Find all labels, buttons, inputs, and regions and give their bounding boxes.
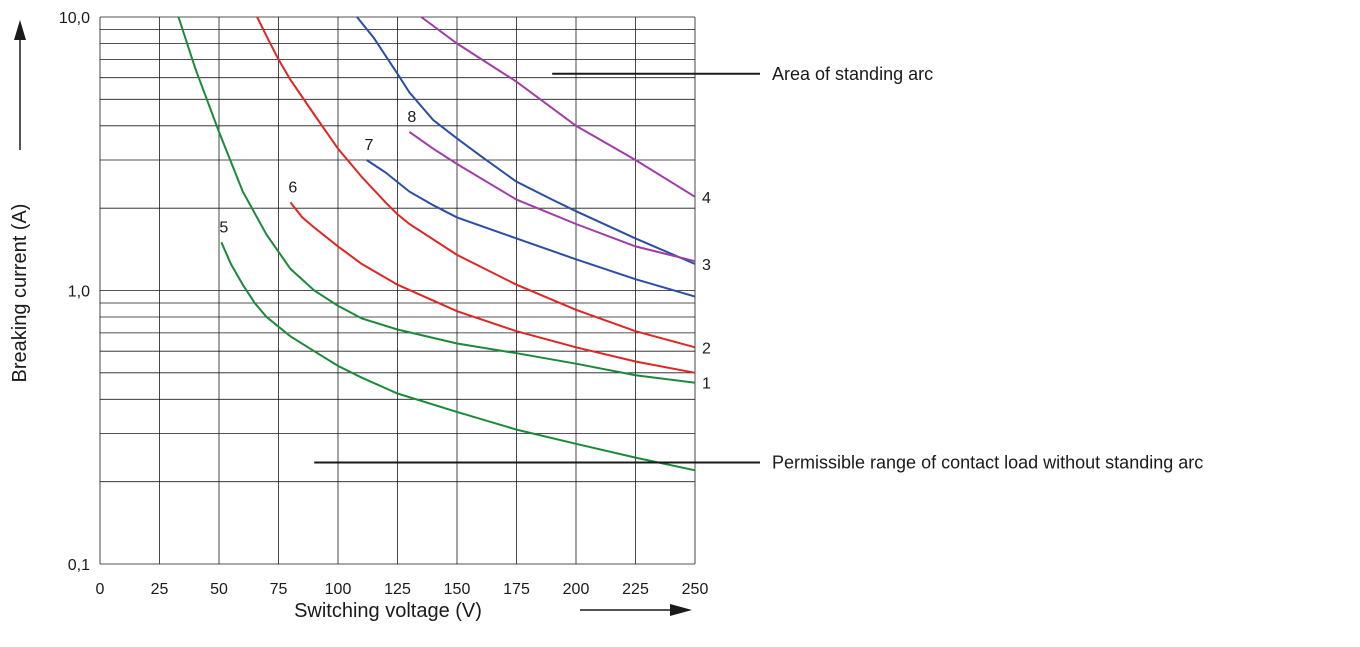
- curve-3: [356, 16, 696, 265]
- curve-label-1: 1: [702, 376, 711, 393]
- curve-6: [289, 201, 696, 374]
- curve-label-7: 7: [365, 137, 374, 154]
- x-tick-label: 100: [325, 581, 352, 598]
- curve-7: [366, 159, 696, 298]
- curve-label-2: 2: [702, 340, 711, 357]
- annotation-text: Area of standing arc: [772, 64, 933, 84]
- x-tick-label: 75: [270, 581, 288, 598]
- x-tick-label: 250: [682, 581, 709, 598]
- curve-8: [408, 131, 696, 263]
- annotation-text: Permissible range of contact load withou…: [772, 453, 1203, 473]
- y-tick-label: 10,0: [59, 10, 90, 27]
- curve-5: [220, 241, 696, 472]
- x-tick-label: 0: [96, 581, 105, 598]
- curve-2: [256, 16, 696, 349]
- y-tick-label: 0,1: [68, 557, 90, 574]
- x-tick-label: 200: [563, 581, 590, 598]
- curve-4: [420, 16, 696, 198]
- x-tick-label: 150: [444, 581, 471, 598]
- curve-label-5: 5: [219, 219, 228, 236]
- curve-labels: 1 5 2 6 3 7 4 8: [219, 109, 711, 393]
- y-axis-arrow: [14, 20, 26, 150]
- x-tick-label: 25: [151, 581, 169, 598]
- x-tick-label: 50: [210, 581, 228, 598]
- curves: [177, 16, 696, 472]
- curve-label-4: 4: [702, 190, 711, 207]
- curve-label-3: 3: [702, 257, 711, 274]
- x-tick-label: 225: [622, 581, 649, 598]
- curve-label-6: 6: [288, 179, 297, 196]
- x-tick-label: 175: [503, 581, 530, 598]
- x-axis-arrow: [580, 604, 692, 616]
- curve-1: [177, 16, 696, 384]
- x-tick-label: 125: [384, 581, 411, 598]
- y-tick-label: 1,0: [68, 284, 90, 301]
- grid: [99, 16, 696, 565]
- curve-label-8: 8: [407, 109, 416, 126]
- y-axis-title: Breaking current (A): [9, 204, 31, 383]
- x-axis-title: Switching voltage (V): [294, 600, 482, 622]
- annotations: Area of standing arc Permissible range of…: [314, 64, 1203, 473]
